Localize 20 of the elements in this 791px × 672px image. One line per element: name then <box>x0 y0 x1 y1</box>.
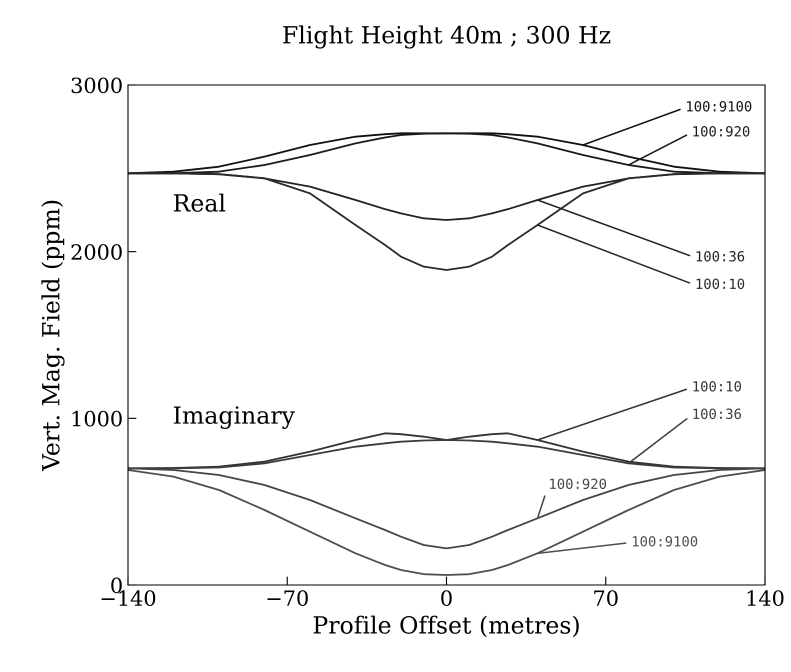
annotation: Real <box>174 194 226 212</box>
x-axis-title: Profile Offset (metres) <box>314 616 579 638</box>
text: 100:920 <box>693 126 750 137</box>
text: 100:36 <box>696 251 744 262</box>
text: 100:10 <box>696 278 744 290</box>
x-tick-label: −70 <box>267 590 308 606</box>
x-tick-label: 0 <box>441 590 452 606</box>
text: 100:9100 <box>687 101 752 112</box>
series-label: 100:9100 <box>632 536 698 547</box>
x-tick-label: 70 <box>594 590 618 606</box>
series-label: 100:920 <box>550 478 606 490</box>
text: 100:10 <box>693 381 742 392</box>
chart-title: Flight Height 40m ; 300 Hz <box>283 25 610 49</box>
y-tick-label: 3000 <box>72 77 122 94</box>
y-tick-label: 1000 <box>72 410 122 427</box>
y-tick-label: 2000 <box>72 244 122 260</box>
y-axis-title: Vert. Mag. Field (ppm) <box>41 200 65 472</box>
text: 100:36 <box>693 408 742 420</box>
x-tick-label: 140 <box>748 590 784 606</box>
annotation: Imaginary <box>174 406 295 429</box>
